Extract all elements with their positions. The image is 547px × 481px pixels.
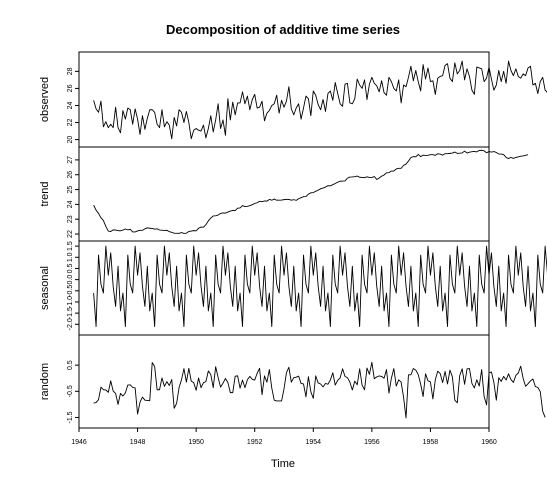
y-tick-label-seasonal: -1.5	[67, 307, 74, 319]
series-line-trend	[93, 149, 529, 234]
panel-frame-trend	[78, 146, 490, 242]
x-tick-label: 1950	[188, 439, 204, 446]
y-tick-label-trend: 26	[67, 171, 74, 179]
x-tick-label: 1948	[130, 439, 146, 446]
series-line-seasonal	[93, 245, 547, 327]
y-axis-label-seasonal: seasonal	[39, 266, 51, 310]
y-tick-label-observed: 28	[67, 67, 74, 75]
y-tick-label-seasonal: -0.5	[67, 285, 74, 297]
x-tick-label: 1952	[247, 439, 263, 446]
y-tick-label-seasonal: 0.0	[67, 275, 74, 285]
y-axis-label-observed: observed	[39, 77, 51, 122]
panel-frame-random	[78, 334, 490, 429]
panel-seasonal: -2.0-1.5-1.0-0.50.0 0.51.01.5 seasonal	[39, 240, 547, 336]
panel-observed: 20 22 24 26 28 observed	[39, 51, 547, 148]
panels: 2022242628observed222324252627trend-2.0-…	[39, 51, 547, 429]
x-tick-label: 1958	[423, 439, 439, 446]
y-tick-label-seasonal: 1.5	[67, 241, 74, 251]
panel-trend: 22 23 24 25 26 27 trend	[39, 146, 529, 242]
y-tick-label-trend: 22	[67, 230, 74, 238]
x-tick-label: 1956	[364, 439, 380, 446]
series-line-random	[93, 361, 546, 419]
series-line-observed	[93, 60, 547, 140]
y-tick-label-random: 0.5	[67, 360, 74, 370]
chart-title: Decomposition of additive time series	[166, 22, 400, 37]
y-tick-label-observed: 26	[67, 84, 74, 92]
x-tick-label: 1954	[305, 439, 321, 446]
y-tick-label-trend: 23	[67, 215, 74, 223]
y-tick-label-random: -0.5	[67, 385, 74, 397]
panel-random: -1.5 -0.5 0.5 random	[39, 334, 546, 429]
y-tick-label-seasonal: -1.0	[67, 296, 74, 308]
y-axis-label-trend: trend	[39, 181, 51, 206]
y-tick-label-trend: 27	[67, 156, 74, 164]
x-tick-label: 1946	[71, 439, 87, 446]
y-tick-label-observed: 24	[67, 101, 74, 109]
y-tick-label-trend: 24	[67, 200, 74, 208]
y-tick-label-observed: 20	[67, 136, 74, 144]
y-tick-label-random: -1.5	[67, 411, 74, 423]
x-tick-label: 1960	[481, 439, 497, 446]
y-tick-label-seasonal: 0.5	[67, 263, 74, 273]
y-tick-label-seasonal: -2.0	[67, 318, 74, 330]
y-tick-label-trend: 25	[67, 186, 74, 194]
y-tick-label-seasonal: 1.0	[67, 252, 74, 262]
y-axis-label-random: random	[39, 363, 51, 400]
x-axis-label: Time	[271, 458, 295, 470]
x-axis: 1946 1948 1950 1952 1954 1956 1958 1960	[71, 428, 497, 446]
y-tick-label-observed: 22	[67, 119, 74, 127]
